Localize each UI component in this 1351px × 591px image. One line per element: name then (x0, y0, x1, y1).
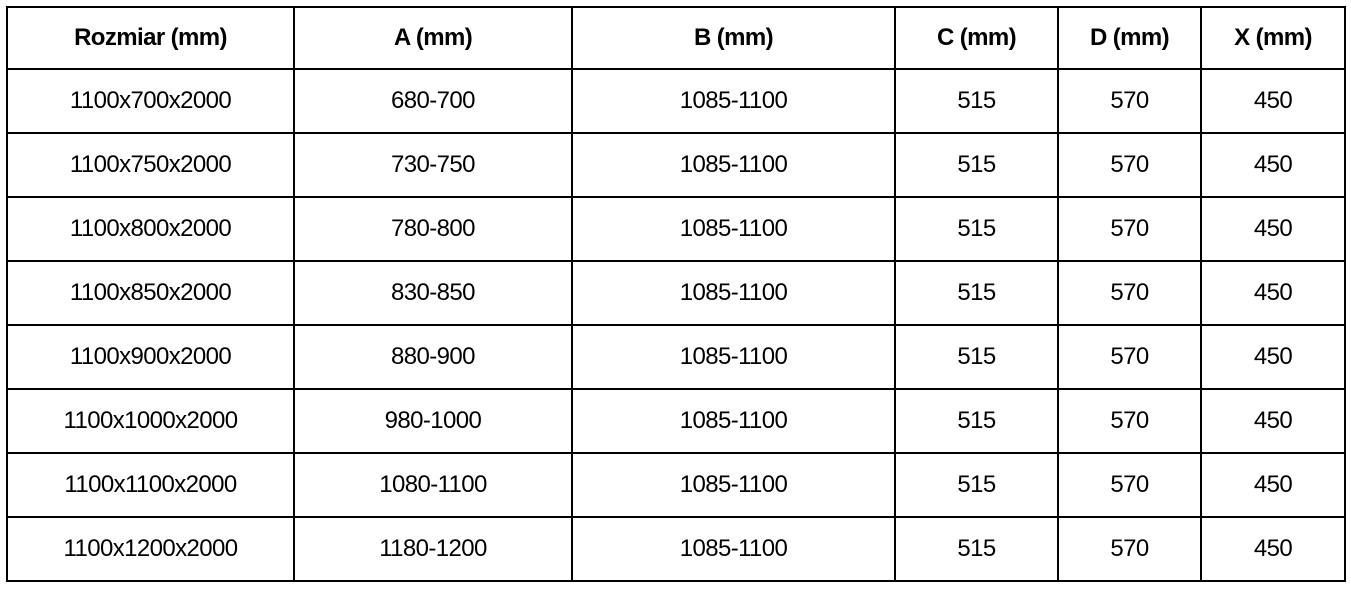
table-row: 1100x850x2000 830-850 1085-1100 515 570 450 (6, 260, 1346, 326)
cell-a: 780-800 (293, 196, 573, 262)
cell-b: 1085-1100 (571, 132, 896, 198)
cell-c: 515 (894, 452, 1059, 518)
header-d: D (mm) (1057, 6, 1202, 70)
cell-a: 880-900 (293, 324, 573, 390)
cell-x: 450 (1200, 452, 1346, 518)
header-size: Rozmiar (mm) (6, 6, 295, 70)
cell-a: 980-1000 (293, 388, 573, 454)
cell-size: 1100x1100x2000 (6, 452, 295, 518)
cell-d: 570 (1057, 68, 1202, 134)
cell-x: 450 (1200, 68, 1346, 134)
cell-size: 1100x800x2000 (6, 196, 295, 262)
cell-c: 515 (894, 324, 1059, 390)
table-row: 1100x700x2000 680-700 1085-1100 515 570 450 (6, 68, 1346, 134)
cell-size: 1100x900x2000 (6, 324, 295, 390)
cell-d: 570 (1057, 260, 1202, 326)
table-row: 1100x1100x2000 1080-1100 1085-1100 515 570 45… (6, 452, 1346, 518)
cell-b: 1085-1100 (571, 260, 896, 326)
cell-d: 570 (1057, 516, 1202, 582)
cell-a: 830-850 (293, 260, 573, 326)
cell-x: 450 (1200, 260, 1346, 326)
cell-b: 1085-1100 (571, 68, 896, 134)
cell-b: 1085-1100 (571, 196, 896, 262)
cell-x: 450 (1200, 196, 1346, 262)
header-x: X (mm) (1200, 6, 1346, 70)
cell-c: 515 (894, 68, 1059, 134)
header-b: B (mm) (571, 6, 896, 70)
cell-size: 1100x1000x2000 (6, 388, 295, 454)
cell-x: 450 (1200, 132, 1346, 198)
header-c: C (mm) (894, 6, 1059, 70)
cell-b: 1085-1100 (571, 452, 896, 518)
table-row: 1100x900x2000 880-900 1085-1100 515 570 450 (6, 324, 1346, 390)
cell-b: 1085-1100 (571, 388, 896, 454)
table-row: 1100x750x2000 730-750 1085-1100 515 570 450 (6, 132, 1346, 198)
cell-d: 570 (1057, 132, 1202, 198)
cell-b: 1085-1100 (571, 324, 896, 390)
table-row: 1100x1200x2000 1180-1200 1085-1100 515 570 45… (6, 516, 1346, 582)
cell-x: 450 (1200, 324, 1346, 390)
cell-x: 450 (1200, 516, 1346, 582)
cell-d: 570 (1057, 196, 1202, 262)
cell-c: 515 (894, 516, 1059, 582)
cell-x: 450 (1200, 388, 1346, 454)
table-row: 1100x1000x2000 980-1000 1085-1100 515 570 450 (6, 388, 1346, 454)
cell-d: 570 (1057, 388, 1202, 454)
dimensions-table: Rozmiar (mm) A (mm) B (mm) C (mm) D (mm) X (m… (6, 6, 1346, 582)
cell-size: 1100x850x2000 (6, 260, 295, 326)
cell-size: 1100x700x2000 (6, 68, 295, 134)
header-a: A (mm) (293, 6, 573, 70)
cell-a: 730-750 (293, 132, 573, 198)
cell-d: 570 (1057, 452, 1202, 518)
cell-c: 515 (894, 260, 1059, 326)
cell-c: 515 (894, 388, 1059, 454)
cell-a: 1080-1100 (293, 452, 573, 518)
cell-b: 1085-1100 (571, 516, 896, 582)
cell-size: 1100x750x2000 (6, 132, 295, 198)
cell-c: 515 (894, 132, 1059, 198)
cell-a: 1180-1200 (293, 516, 573, 582)
header-row: Rozmiar (mm) A (mm) B (mm) C (mm) D (mm) X (m… (6, 6, 1346, 70)
cell-c: 515 (894, 196, 1059, 262)
table-row: 1100x800x2000 780-800 1085-1100 515 570 450 (6, 196, 1346, 262)
cell-a: 680-700 (293, 68, 573, 134)
cell-size: 1100x1200x2000 (6, 516, 295, 582)
cell-d: 570 (1057, 324, 1202, 390)
